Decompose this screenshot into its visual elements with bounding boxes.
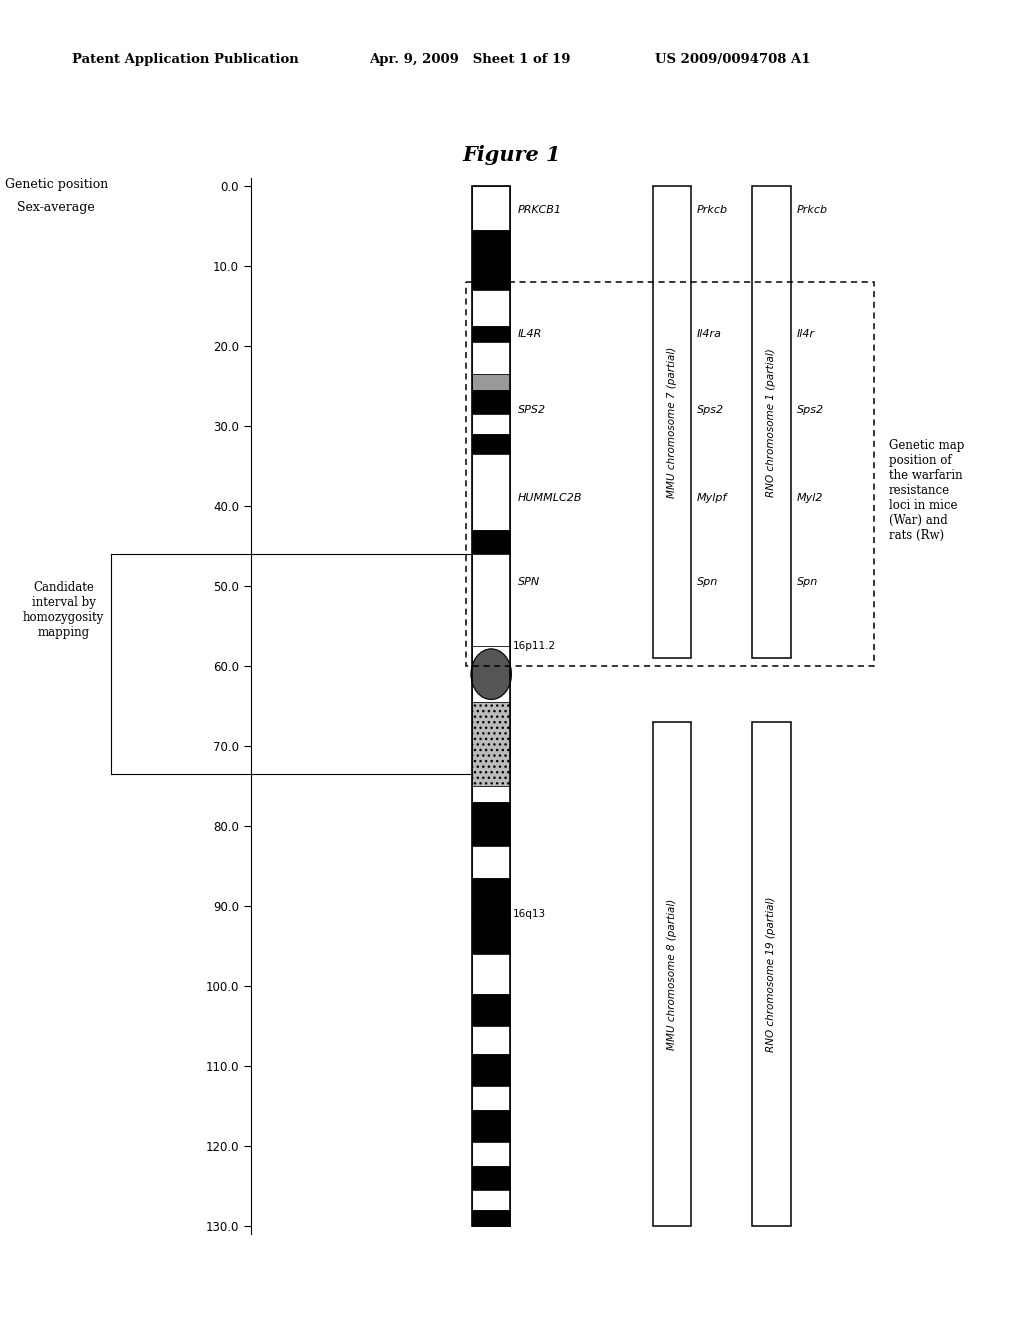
Text: 16p11.2: 16p11.2: [513, 642, 556, 651]
Bar: [472, 1110, 510, 1142]
Bar: [472, 647, 510, 702]
Text: Sex-average: Sex-average: [17, 201, 95, 214]
Bar: [466, 282, 873, 667]
Text: MMU chromosome 7 (partial): MMU chromosome 7 (partial): [667, 347, 677, 498]
Text: Prkcb: Prkcb: [697, 205, 728, 215]
Text: MMU chromosome 8 (partial): MMU chromosome 8 (partial): [667, 899, 677, 1049]
Bar: [472, 531, 510, 554]
Bar: [472, 1210, 510, 1226]
Bar: [472, 1191, 510, 1210]
Bar: [652, 186, 691, 659]
Bar: [652, 722, 691, 1226]
Text: SPN: SPN: [518, 577, 540, 587]
Bar: [472, 290, 510, 326]
Text: Genetic position: Genetic position: [5, 178, 108, 191]
Bar: [472, 391, 510, 414]
Bar: [472, 803, 510, 846]
Bar: [472, 919, 510, 954]
Bar: [472, 1055, 510, 1086]
Text: 16q13: 16q13: [513, 909, 546, 919]
Text: IL4R: IL4R: [518, 329, 542, 339]
Text: Sps2: Sps2: [697, 405, 724, 416]
Text: Prkcb: Prkcb: [797, 205, 827, 215]
Text: US 2009/0094708 A1: US 2009/0094708 A1: [655, 53, 811, 66]
Text: Spn: Spn: [697, 577, 718, 587]
Bar: [472, 414, 510, 434]
Bar: [753, 186, 791, 659]
Bar: [472, 846, 510, 878]
Text: Sps2: Sps2: [797, 405, 823, 416]
Bar: [472, 1026, 510, 1055]
Bar: [472, 787, 510, 803]
Bar: [472, 230, 510, 290]
Bar: [472, 434, 510, 454]
Bar: [472, 994, 510, 1026]
Text: Candidate
interval by
homozygosity
mapping: Candidate interval by homozygosity mappi…: [23, 581, 104, 639]
Text: Genetic map
position of
the warfarin
resistance
loci in mice
(War) and
rats (Rw): Genetic map position of the warfarin res…: [889, 438, 964, 541]
Bar: [472, 326, 510, 342]
Bar: [472, 454, 510, 531]
Bar: [472, 342, 510, 374]
Text: Patent Application Publication: Patent Application Publication: [72, 53, 298, 66]
Bar: [472, 702, 510, 787]
Text: Il4r: Il4r: [797, 329, 815, 339]
Text: Spn: Spn: [797, 577, 818, 587]
Bar: [472, 1086, 510, 1110]
Bar: [472, 954, 510, 994]
Text: RNO chromosome 19 (partial): RNO chromosome 19 (partial): [766, 896, 776, 1052]
Text: Myl2: Myl2: [797, 494, 823, 503]
Text: RNO chromosome 1 (partial): RNO chromosome 1 (partial): [766, 348, 776, 496]
Text: Mylpf: Mylpf: [697, 494, 727, 503]
Bar: [753, 722, 791, 1226]
Bar: [472, 186, 510, 230]
Bar: [472, 554, 510, 647]
Bar: [472, 1166, 510, 1191]
Text: SPS2: SPS2: [518, 405, 546, 416]
Text: PRKCB1: PRKCB1: [518, 205, 562, 215]
Bar: [472, 1142, 510, 1166]
Text: Apr. 9, 2009   Sheet 1 of 19: Apr. 9, 2009 Sheet 1 of 19: [369, 53, 570, 66]
Text: Il4ra: Il4ra: [697, 329, 722, 339]
Bar: [472, 374, 510, 391]
Bar: [472, 878, 510, 919]
Text: Figure 1: Figure 1: [463, 145, 561, 165]
Ellipse shape: [471, 649, 511, 700]
Text: HUMMLC2B: HUMMLC2B: [518, 494, 583, 503]
Bar: [472, 186, 510, 1226]
